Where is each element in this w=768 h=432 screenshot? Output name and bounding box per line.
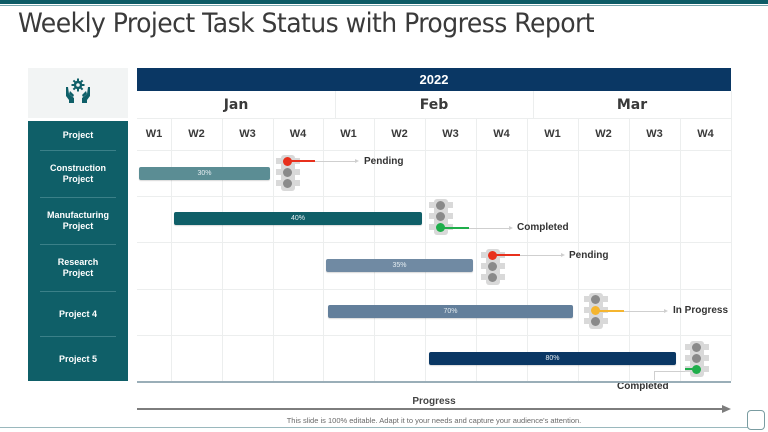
page-title: Weekly Project Task Status with Progress…: [18, 8, 595, 39]
top-accent-line: [0, 5, 768, 6]
year-header: 2022: [137, 68, 731, 91]
chart-baseline: [137, 381, 731, 383]
divider: [40, 336, 116, 337]
grid-line: [629, 118, 630, 381]
grid-line: [374, 118, 375, 381]
arrow-head-icon: [722, 405, 731, 413]
footer-line: [0, 427, 748, 428]
row-label-project-4: Project 4: [58, 308, 98, 319]
grid-line: [425, 118, 426, 381]
grid-line: [171, 118, 172, 381]
status-label-project-4: In Progress: [673, 305, 729, 316]
arrow-icon: [664, 309, 668, 313]
hands-gear-icon: [63, 78, 93, 109]
traffic-light-icon: [683, 341, 711, 377]
status-connector: [685, 368, 698, 370]
traffic-light-icon: [427, 199, 455, 235]
grid-line: [137, 118, 731, 119]
grid-line: [578, 118, 579, 381]
week-mar-w2: W2: [595, 128, 612, 140]
status-connector: [288, 160, 315, 162]
divider: [40, 150, 116, 151]
week-jan-w4: W4: [289, 128, 307, 140]
arrow-icon: [355, 159, 359, 163]
grid-line: [137, 196, 731, 197]
slide-corner-icon: [747, 410, 765, 430]
gantt-bar-manufacturing: 40%: [174, 212, 422, 225]
header-icon-box: [28, 68, 128, 118]
project-column-header: Project: [62, 130, 94, 140]
week-mar-w1: W1: [544, 128, 561, 140]
grid-line: [137, 242, 731, 243]
status-label-manufacturing: Completed: [517, 222, 569, 233]
gantt-bar-construction: 30%: [139, 167, 270, 180]
grid-line: [137, 150, 731, 151]
row-label-research: Research Project: [57, 257, 99, 278]
progress-arrow: [137, 408, 723, 410]
month-mar: Mar: [616, 96, 648, 113]
divider: [40, 291, 116, 292]
row-label-manufacturing: Manufacturing Project: [47, 210, 109, 231]
grid-line: [137, 335, 731, 336]
status-connector: [596, 310, 624, 312]
week-feb-w1: W1: [340, 128, 357, 140]
week-jan-w2: W2: [188, 128, 205, 140]
status-leader: [654, 371, 685, 372]
divider: [40, 197, 116, 198]
month-jan: Jan: [223, 96, 249, 113]
week-feb-w3: W3: [442, 128, 459, 140]
footer-note: This slide is 100% editable. Adapt it to…: [286, 416, 582, 425]
grid-line: [222, 118, 223, 381]
grid-line: [137, 289, 731, 290]
status-leader: [315, 161, 355, 162]
grid-line: [731, 91, 732, 381]
week-jan-w3: W3: [239, 128, 256, 140]
traffic-light-icon: [274, 155, 302, 191]
status-leader: [520, 255, 561, 256]
arrow-icon: [509, 226, 513, 230]
progress-axis-label: Progress: [412, 396, 456, 407]
project-column: Project Construction Project Manufacturi…: [28, 121, 128, 381]
month-feb: Feb: [419, 96, 449, 113]
gantt-bar-project-5: 80%: [429, 352, 676, 365]
status-connector: [441, 227, 469, 229]
traffic-light-icon: [479, 249, 507, 285]
week-feb-w4: W4: [493, 128, 510, 140]
grid-line: [273, 118, 274, 381]
week-mar-w3: W3: [646, 128, 663, 140]
row-label-construction: Construction Project: [50, 163, 106, 184]
status-label-construction: Pending: [364, 156, 404, 167]
grid-line: [527, 118, 528, 381]
gantt-bar-project-4: 70%: [328, 305, 573, 318]
row-label-project-5: Project 5: [58, 353, 98, 364]
grid-line: [323, 118, 324, 381]
grid-line: [476, 118, 477, 381]
status-leader: [654, 371, 655, 380]
grid-line: [680, 118, 681, 381]
grid-line: [533, 91, 534, 118]
arrow-icon: [561, 253, 565, 257]
grid-line: [335, 91, 336, 118]
status-connector: [493, 254, 520, 256]
week-jan-w1: W1: [145, 128, 163, 140]
top-accent-bar: [0, 0, 768, 4]
status-label-research: Pending: [569, 250, 609, 261]
divider: [40, 244, 116, 245]
status-leader: [469, 228, 509, 229]
week-feb-w2: W2: [391, 128, 408, 140]
status-leader: [624, 311, 664, 312]
week-mar-w4: W4: [697, 128, 714, 140]
status-label-project-5: Completed: [617, 381, 669, 392]
gantt-bar-research: 35%: [326, 259, 473, 272]
